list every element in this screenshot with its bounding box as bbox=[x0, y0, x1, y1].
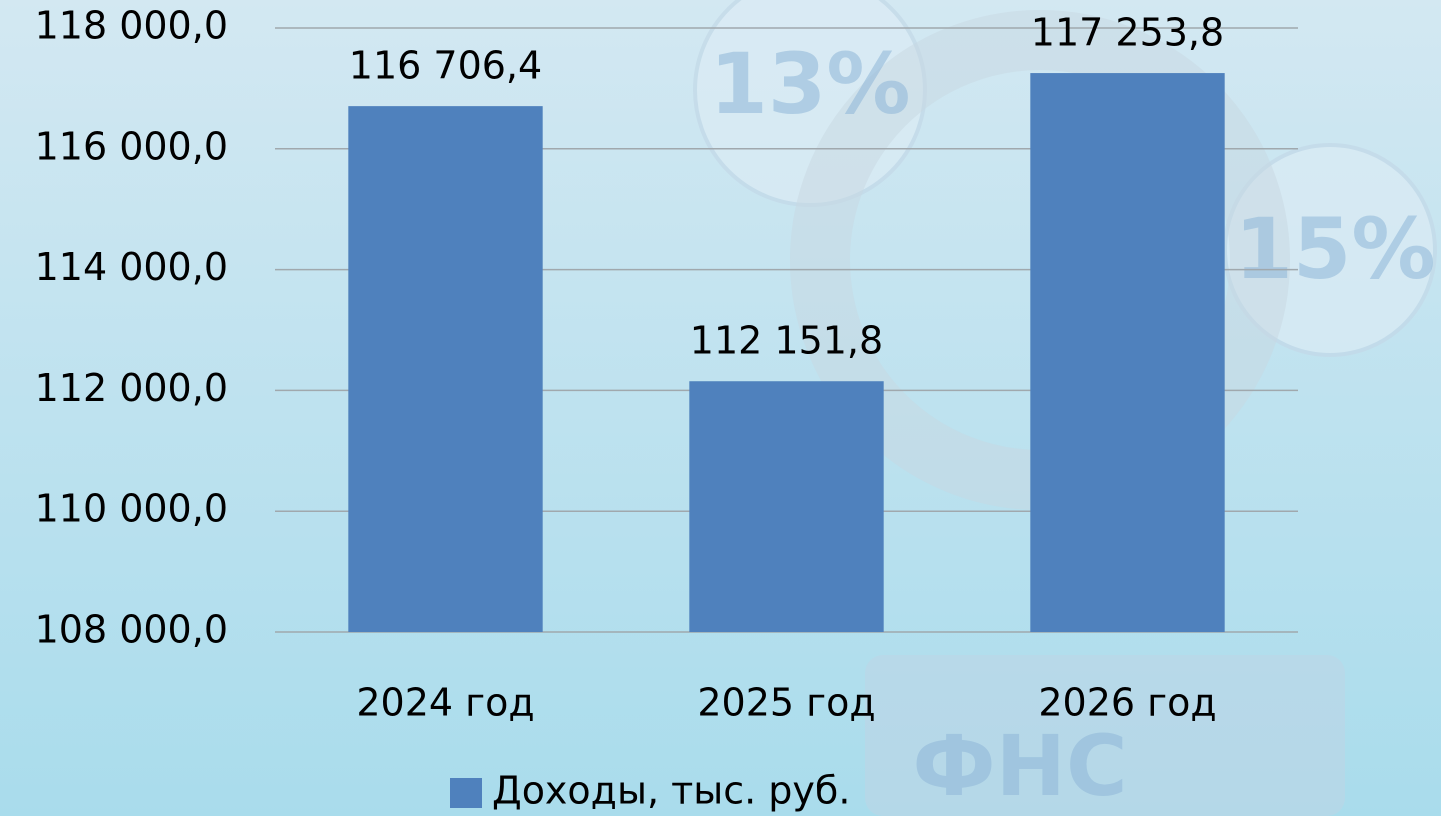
y-tick-label: 116 000,0 bbox=[35, 124, 228, 168]
y-tick-label: 108 000,0 bbox=[35, 608, 228, 652]
x-tick-label: 2026 год bbox=[1038, 681, 1216, 725]
x-tick-label: 2025 год bbox=[697, 681, 875, 725]
bar bbox=[348, 106, 542, 632]
value-label: 117 253,8 bbox=[1031, 11, 1224, 55]
chart: 13% 15% ФНС 108 000,0 110 000,0 112 000,0 114… bbox=[0, 0, 1441, 816]
background-annotation: 15% bbox=[1234, 200, 1435, 298]
y-tick-label: 118 000,0 bbox=[35, 4, 228, 48]
legend-label: Доходы, тыс. руб. bbox=[492, 769, 850, 813]
y-tick-label: 112 000,0 bbox=[35, 366, 228, 410]
background-annotation: ФНС bbox=[912, 717, 1127, 815]
background-annotation: 13% bbox=[709, 35, 910, 133]
value-label: 116 706,4 bbox=[349, 44, 542, 88]
legend-swatch bbox=[450, 778, 482, 808]
page: {"chart_data": { "type": "bar", "categor… bbox=[0, 0, 1441, 816]
bar bbox=[1030, 73, 1224, 632]
x-tick-label: 2024 год bbox=[356, 681, 534, 725]
bar bbox=[689, 381, 883, 632]
y-tick-label: 114 000,0 bbox=[35, 245, 228, 289]
y-tick-label: 110 000,0 bbox=[35, 487, 228, 531]
value-label: 112 151,8 bbox=[690, 319, 883, 363]
